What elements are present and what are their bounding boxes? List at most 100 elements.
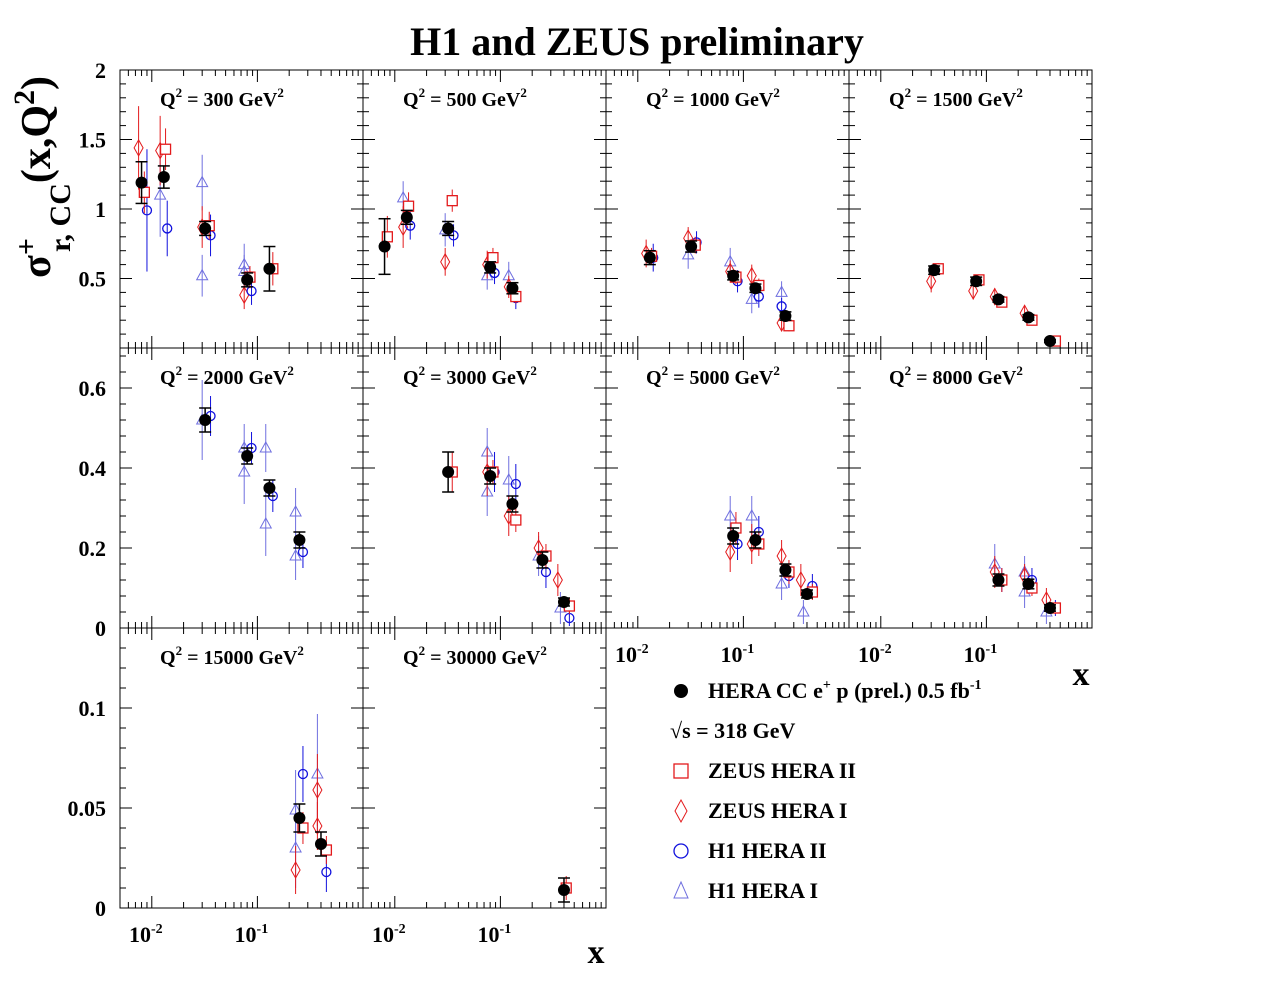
panel-Q2-15000: 0 0.05 0.1 Q2 = 15000 GeV2 (68, 627, 364, 921)
hera-point (1043, 602, 1056, 614)
hera-point (992, 293, 1005, 306)
hera-point (293, 534, 306, 546)
h1_1-point (745, 508, 759, 521)
panel-Q2-1000: Q2 = 1000 GeV2 (605, 69, 850, 349)
panel-Q2-8000: Q2 = 8000 GeV2 (848, 347, 1093, 629)
legend-marker (674, 798, 688, 824)
panel-label: Q2 = 8000 GeV2 (889, 363, 1023, 389)
h1_1-point (797, 604, 810, 617)
hera-point (506, 282, 519, 295)
legend-marker (674, 684, 688, 698)
panel-label: Q2 = 300 GeV2 (160, 85, 284, 111)
zeus1-point (795, 570, 806, 590)
zeus2-point (159, 143, 172, 155)
hera-point (1022, 311, 1035, 324)
hera-point (442, 466, 455, 478)
x-axis-label: x (1073, 656, 1090, 693)
hera-point (378, 240, 391, 253)
zeus1-point (133, 138, 144, 157)
legend-label: H1 HERA II (708, 838, 827, 863)
panel-frame (119, 347, 364, 629)
hera-point (779, 564, 792, 576)
hera-point (992, 574, 1005, 586)
zeus1-point (503, 506, 514, 526)
panel-frame (605, 69, 850, 349)
h1_1-point (775, 285, 788, 297)
hera-point (484, 261, 497, 274)
zeus1-point (440, 252, 451, 271)
x-tick-label: 10-1 (721, 642, 755, 667)
panel-Q2-500: Q2 = 500 GeV2 (362, 69, 607, 349)
h1_1-point (289, 548, 302, 561)
hera-point (749, 282, 762, 295)
panel-frame (848, 69, 1093, 349)
zeus2-point (510, 514, 522, 526)
h1_2-point (162, 223, 173, 234)
panels: 0.5 1 1.5 2 Q2 = 300 GeV2 Q2 = 500 GeV2 Q2 = 1… (68, 58, 1093, 921)
x-tick-label: 10-1 (478, 922, 512, 947)
hera-point (400, 211, 413, 224)
hera-point (199, 222, 212, 235)
hera-point (157, 171, 170, 184)
panel-Q2-300: 0.5 1 1.5 2 Q2 = 300 GeV2 (79, 58, 364, 349)
hera-point (484, 470, 497, 482)
x-tick-label: 10-2 (129, 922, 163, 947)
legend-item-sqrt: √s = 318 GeV (670, 718, 796, 743)
panel-frame (362, 347, 607, 629)
panel-label: Q2 = 5000 GeV2 (646, 363, 780, 389)
hera-point (779, 310, 792, 323)
hera-point (557, 884, 570, 896)
hera-point (749, 534, 762, 546)
y-tick-label: 0.4 (79, 456, 107, 481)
panel-label: Q2 = 1000 GeV2 (646, 85, 780, 111)
zeus1-point (968, 281, 979, 301)
h1_1-point (775, 576, 788, 589)
zeus2-point (783, 320, 795, 332)
h1_1-point (502, 472, 516, 485)
legend-item-h1_2: H1 HERA II (673, 838, 827, 863)
y-tick-label: 0 (95, 616, 106, 641)
legend-marker (673, 880, 689, 899)
x-tick-label: 10-2 (372, 922, 406, 947)
hera-point (800, 588, 813, 600)
zeus1-point (312, 780, 323, 800)
hera-point (263, 262, 276, 275)
h1_1-point (681, 247, 695, 260)
panel-label: Q2 = 30000 GeV2 (403, 643, 547, 669)
h1_2-point (776, 301, 787, 312)
h1_1-point (259, 440, 273, 453)
zeus2-point (402, 200, 415, 212)
y-tick-label: 0.05 (68, 796, 107, 821)
panel-frame (362, 627, 607, 909)
zeus1-point (290, 860, 301, 880)
legend-label: ZEUS HERA I (708, 798, 847, 823)
hera-point (557, 596, 570, 608)
panel-frame (119, 69, 364, 349)
zeus1-point (926, 272, 937, 291)
h1_2-point (297, 768, 309, 780)
legend-label: H1 HERA I (708, 878, 818, 903)
hera-point (1022, 578, 1035, 590)
hera-point (199, 414, 212, 426)
y-tick-label: 0.1 (79, 696, 107, 721)
panel-frame (362, 69, 607, 349)
hera-point (685, 240, 698, 253)
y-tick-label: 1 (95, 197, 106, 222)
hera-point (643, 251, 656, 264)
legend: HERA CC e+ p (prel.) 0.5 fb-1 √s = 318 Ge… (670, 678, 981, 903)
panel-frame (848, 347, 1093, 629)
hera-point (314, 838, 327, 850)
y-tick-label: 1.5 (79, 128, 107, 153)
x-tick-label: 10-2 (615, 642, 649, 667)
y-tick-label: 0.6 (79, 376, 107, 401)
h1_2-point (141, 205, 153, 216)
y-axis-label: σ+r, CC(x,Q2) (8, 76, 77, 278)
hera-point (241, 450, 254, 462)
legend-item-zeus1: ZEUS HERA I (674, 798, 847, 824)
legend-label: √s = 318 GeV (670, 718, 796, 743)
hera-point (536, 554, 549, 566)
h1_1-point (195, 268, 209, 281)
y-axis-title: σ+r, CC(x,Q2) (8, 76, 77, 278)
hera-point (970, 275, 983, 288)
